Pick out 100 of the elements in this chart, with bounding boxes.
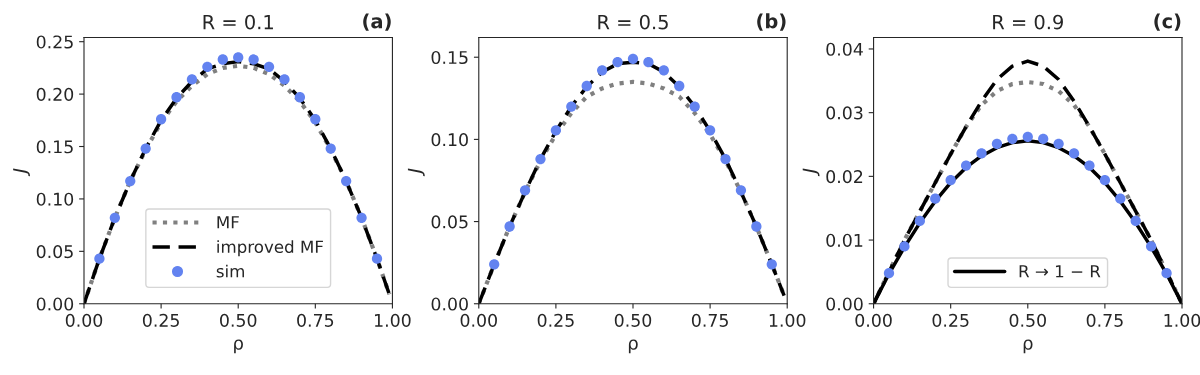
chart-title: R = 0.9 xyxy=(993,14,1063,30)
y-tick-label: 0.15 xyxy=(36,140,73,154)
point xyxy=(1053,138,1064,150)
point xyxy=(217,54,228,65)
point xyxy=(689,101,700,112)
x-tick-label: 0.25 xyxy=(142,313,179,327)
point xyxy=(233,52,244,63)
legend-label: R → 1 − R xyxy=(1019,265,1101,278)
chart-title: R = 0.1 xyxy=(203,14,273,30)
point xyxy=(1038,133,1049,144)
x-tick-label: 0.00 xyxy=(460,313,497,327)
point xyxy=(658,65,669,76)
x-axis-title: ρ xyxy=(234,339,243,354)
point xyxy=(627,53,639,65)
point xyxy=(991,138,1003,150)
y-tick-label: 0.10 xyxy=(431,133,468,147)
y-tick-label: 0.15 xyxy=(431,50,468,65)
x-tick-label: 0.75 xyxy=(691,313,728,327)
point xyxy=(1007,133,1018,144)
point xyxy=(263,61,275,72)
point xyxy=(140,143,151,154)
y-tick-label: 0.03 xyxy=(826,106,863,120)
point xyxy=(202,61,213,72)
x-tick-label: 1.00 xyxy=(375,313,411,327)
x-tick-label: 1.00 xyxy=(1164,313,1200,327)
x-tick-label: 0.50 xyxy=(1009,313,1046,327)
y-tick-label: 0.05 xyxy=(36,245,73,259)
point xyxy=(883,268,895,279)
point xyxy=(914,215,925,227)
point xyxy=(310,114,321,125)
x-tick-label: 0.25 xyxy=(932,313,969,327)
text: (b) xyxy=(757,13,786,31)
point xyxy=(1146,241,1157,252)
point xyxy=(279,74,290,85)
point xyxy=(766,259,777,270)
x-tick-label: 0.00 xyxy=(855,313,892,327)
point xyxy=(371,253,383,264)
legend-label: MF xyxy=(217,216,239,229)
point xyxy=(643,57,654,68)
y-tick-label: 0.02 xyxy=(826,170,863,184)
point xyxy=(94,253,105,264)
point xyxy=(735,185,747,196)
x-axis-title: ρ xyxy=(628,339,638,354)
point xyxy=(899,241,910,252)
point xyxy=(356,212,367,223)
point xyxy=(566,101,577,112)
point xyxy=(704,125,716,136)
point xyxy=(597,65,608,76)
x-tick-label: 0.75 xyxy=(1086,313,1123,327)
point xyxy=(109,212,120,223)
point xyxy=(751,221,762,232)
text: (a) xyxy=(363,13,391,31)
point xyxy=(1161,268,1172,279)
y-tick-label: 0.00 xyxy=(36,297,74,311)
x-tick-label: 0.25 xyxy=(537,313,574,327)
x-tick-label: 0.75 xyxy=(297,313,334,327)
x-tick-label: 0.00 xyxy=(65,313,103,327)
y-tick-label: 0.01 xyxy=(826,233,863,247)
point xyxy=(930,193,941,204)
text: (c) xyxy=(1154,13,1181,31)
y-axis-title: J xyxy=(802,168,820,177)
point xyxy=(294,92,306,103)
y-axis-title: J xyxy=(407,168,425,177)
point xyxy=(550,125,562,136)
point xyxy=(1115,193,1126,204)
point xyxy=(1099,175,1111,186)
point xyxy=(489,259,500,270)
point xyxy=(171,92,182,103)
y-tick-label: 0.00 xyxy=(431,297,468,311)
legend-label: improved MF xyxy=(217,240,323,257)
y-tick-label: 0.20 xyxy=(36,87,74,101)
point xyxy=(1068,148,1080,159)
point xyxy=(976,148,987,159)
point xyxy=(155,114,167,125)
y-tick-label: 0.04 xyxy=(826,42,863,56)
point xyxy=(1022,131,1033,143)
y-tick-label: 0.10 xyxy=(36,192,74,206)
x-tick-label: 0.50 xyxy=(220,313,257,327)
point xyxy=(535,153,546,165)
chart-title: R = 0.5 xyxy=(598,14,668,30)
y-axis-title: J xyxy=(13,168,30,177)
point xyxy=(960,160,972,171)
x-tick-label: 1.00 xyxy=(769,313,806,327)
point xyxy=(248,54,259,65)
point xyxy=(720,153,731,165)
point xyxy=(1084,160,1095,171)
legend-label: sim xyxy=(216,264,244,278)
point xyxy=(581,80,592,92)
point xyxy=(1130,215,1141,227)
point xyxy=(519,185,531,196)
point xyxy=(945,175,956,186)
point xyxy=(674,80,685,92)
y-tick-label: 0.00 xyxy=(826,297,863,311)
point xyxy=(125,175,136,187)
point xyxy=(186,74,198,85)
point xyxy=(612,57,623,68)
y-tick-label: 0.25 xyxy=(36,35,73,49)
y-tick-label: 0.05 xyxy=(431,215,468,229)
x-tick-label: 0.50 xyxy=(614,313,652,327)
point xyxy=(325,143,336,154)
